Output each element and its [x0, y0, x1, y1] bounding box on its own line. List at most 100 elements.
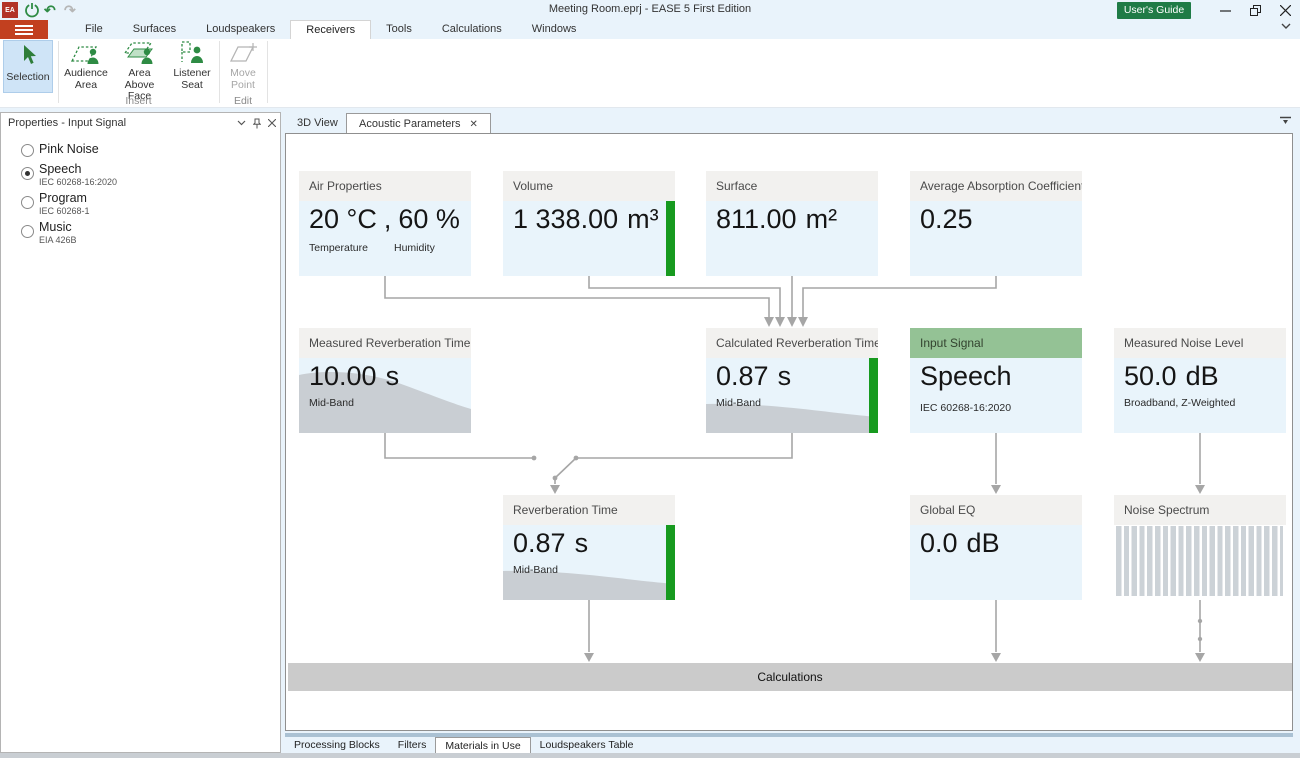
selection-cursor-icon — [4, 44, 52, 71]
listener-seat-button[interactable]: Listener Seat — [169, 40, 215, 92]
reverberation-time-spectrum-curve — [503, 570, 675, 600]
input-signal-value: Speech — [920, 361, 1012, 391]
tab-close-icon[interactable]: ✕ — [469, 119, 478, 130]
surface-value: 811.00 m² — [716, 204, 838, 234]
calculations-block[interactable]: Calculations — [288, 663, 1292, 691]
card-noise-spectrum[interactable]: Noise Spectrum — [1114, 495, 1286, 600]
measured-rt-sublabel: Mid-Band — [309, 397, 354, 409]
properties-panel: Properties - Input Signal Pink Noise Spe… — [0, 112, 281, 753]
users-guide-button[interactable]: User's Guide — [1117, 2, 1191, 19]
ribbon-tab-receivers[interactable]: Receivers — [290, 20, 372, 39]
insert-group-label: Insert — [125, 95, 152, 107]
calculated-rt-value: 0.87 s — [716, 361, 792, 391]
ribbon-tab-loudspeakers[interactable]: Loudspeakers — [206, 23, 276, 35]
minimize-button[interactable] — [1210, 0, 1240, 20]
window-title: Meeting Room.eprj - EASE 5 First Edition — [548, 3, 752, 15]
average-absorption-title: Average Absorption Coefficient — [910, 171, 1082, 201]
audience-area-icon — [62, 40, 110, 67]
bottom-tab-strip: Processing Blocks Filters Materials in U… — [285, 737, 1293, 754]
acoustic-parameters-canvas: Air Properties 20 °C, 60 % Temperature Hu… — [285, 133, 1293, 731]
card-input-signal[interactable]: Input Signal Speech IEC 60268-16:2020 — [910, 328, 1082, 433]
horizontal-splitter[interactable] — [285, 733, 1293, 737]
calculated-rt-spectrum-curve — [706, 403, 878, 433]
card-volume[interactable]: Volume 1 338.00 m³ — [503, 171, 675, 276]
redo-icon[interactable]: ↷ — [64, 2, 76, 18]
close-button[interactable] — [1270, 0, 1300, 20]
tab-acoustic-parameters[interactable]: Acoustic Parameters ✕ — [346, 113, 491, 133]
input-signal-title: Input Signal — [910, 328, 1082, 358]
average-absorption-value: 0.25 — [920, 204, 973, 234]
reverberation-time-value: 0.87 s — [513, 528, 589, 558]
ribbon-tab-tools[interactable]: Tools — [386, 23, 412, 35]
card-measured-noise-level[interactable]: Measured Noise Level 50.0 dB Broadband, Z… — [1114, 328, 1286, 433]
listener-seat-icon — [169, 40, 215, 67]
noise-spectrum-bars — [1116, 526, 1283, 596]
global-eq-title: Global EQ — [910, 495, 1082, 525]
ribbon-tab-file[interactable]: File — [85, 23, 103, 35]
move-point-button[interactable]: Move Point — [222, 40, 264, 92]
area-above-face-button[interactable]: Area Above Face — [113, 40, 166, 102]
card-reverberation-time[interactable]: Reverberation Time 0.87 s Mid-Band — [503, 495, 675, 600]
audience-area-button[interactable]: Audience Area — [62, 40, 110, 92]
properties-panel-title: Properties - Input Signal — [8, 117, 127, 129]
humidity-label: Humidity — [394, 242, 435, 254]
input-signal-sublabel: IEC 60268-16:2020 — [920, 402, 1012, 414]
card-calculated-reverberation-time[interactable]: Calculated Reverberation Time 0.87 s Mid-… — [706, 328, 878, 433]
ease-logo-icon: EA — [2, 2, 18, 18]
radio-speech[interactable] — [21, 167, 34, 180]
measured-noise-sublabel: Broadband, Z-Weighted — [1124, 397, 1236, 409]
title-bar: EA ↶ ↷ Meeting Room.eprj - EASE 5 First … — [0, 0, 1300, 20]
measured-rt-title: Measured Reverberation Time — [299, 328, 471, 358]
measured-noise-value: 50.0 dB — [1124, 361, 1219, 391]
properties-panel-header: Properties - Input Signal — [1, 113, 280, 133]
radio-music[interactable] — [21, 225, 34, 238]
move-point-icon — [222, 40, 264, 67]
volume-title: Volume — [503, 171, 675, 201]
measured-rt-value: 10.00 s — [309, 361, 400, 391]
panel-close-icon[interactable] — [268, 119, 276, 127]
calculated-rt-title: Calculated Reverberation Time — [706, 328, 878, 358]
tab-loudspeakers-table[interactable]: Loudspeakers Table — [539, 739, 634, 751]
calculated-rt-sublabel: Mid-Band — [716, 397, 761, 409]
undo-icon[interactable]: ↶ — [44, 2, 56, 18]
panel-menu-chevron-icon[interactable] — [237, 120, 246, 126]
card-global-eq[interactable]: Global EQ 0.0 dB — [910, 495, 1082, 600]
ribbon-tab-calculations[interactable]: Calculations — [441, 23, 502, 35]
measured-noise-title: Measured Noise Level — [1114, 328, 1286, 358]
card-surface[interactable]: Surface 811.00 m² — [706, 171, 878, 276]
ribbon-tab-strip: File Surfaces Loudspeakers Receivers Too… — [0, 20, 1300, 39]
reverberation-time-title: Reverberation Time — [503, 495, 675, 525]
noise-spectrum-title: Noise Spectrum — [1114, 495, 1286, 525]
panel-pin-icon[interactable] — [253, 118, 261, 129]
reverberation-time-indicator-bar — [666, 525, 675, 600]
card-measured-reverberation-time[interactable]: Measured Reverberation Time 10.00 s Mid-B… — [299, 328, 471, 433]
power-icon[interactable] — [24, 2, 40, 18]
edit-group-label: Edit — [233, 95, 253, 107]
air-properties-title: Air Properties — [299, 171, 471, 201]
restore-button[interactable] — [1240, 0, 1270, 20]
tab-3d-view[interactable]: 3D View — [297, 117, 338, 129]
reverberation-time-sublabel: Mid-Band — [513, 564, 558, 576]
calculated-rt-indicator-bar — [869, 358, 878, 433]
selection-button[interactable]: Selection — [3, 40, 53, 93]
temperature-label: Temperature — [309, 242, 368, 254]
global-eq-value: 0.0 dB — [920, 528, 1000, 558]
tab-processing-blocks[interactable]: Processing Blocks — [294, 739, 380, 751]
ribbon-tab-windows[interactable]: Windows — [531, 23, 577, 35]
collapse-ribbon-icon[interactable] — [1280, 22, 1294, 34]
air-properties-value: 20 °C, 60 % — [309, 204, 460, 234]
radio-program[interactable] — [21, 196, 34, 209]
tab-materials-in-use[interactable]: Materials in Use — [435, 737, 531, 754]
radio-pink-noise[interactable] — [21, 144, 34, 157]
ribbon-tab-surfaces[interactable]: Surfaces — [132, 23, 177, 35]
measured-rt-spectrum-curve — [299, 372, 471, 433]
card-average-absorption-coefficient[interactable]: Average Absorption Coefficient 0.25 — [910, 171, 1082, 276]
volume-value: 1 338.00 m³ — [513, 204, 659, 234]
card-air-properties[interactable]: Air Properties 20 °C, 60 % Temperature Hu… — [299, 171, 471, 276]
tab-filters[interactable]: Filters — [397, 739, 427, 751]
volume-indicator-bar — [666, 201, 675, 276]
ribbon-body: Selection Audience Area Area Above Face — [0, 39, 1300, 108]
area-above-face-icon — [113, 40, 166, 67]
auto-hide-pin-icon[interactable] — [1279, 116, 1292, 126]
main-menu-button[interactable] — [0, 20, 48, 39]
